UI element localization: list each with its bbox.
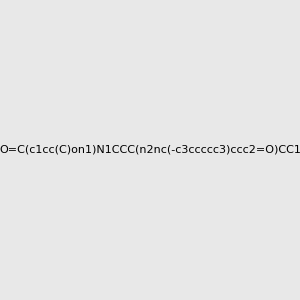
Text: O=C(c1cc(C)on1)N1CCC(n2nc(-c3ccccc3)ccc2=O)CC1: O=C(c1cc(C)on1)N1CCC(n2nc(-c3ccccc3)ccc2… xyxy=(0,145,300,155)
